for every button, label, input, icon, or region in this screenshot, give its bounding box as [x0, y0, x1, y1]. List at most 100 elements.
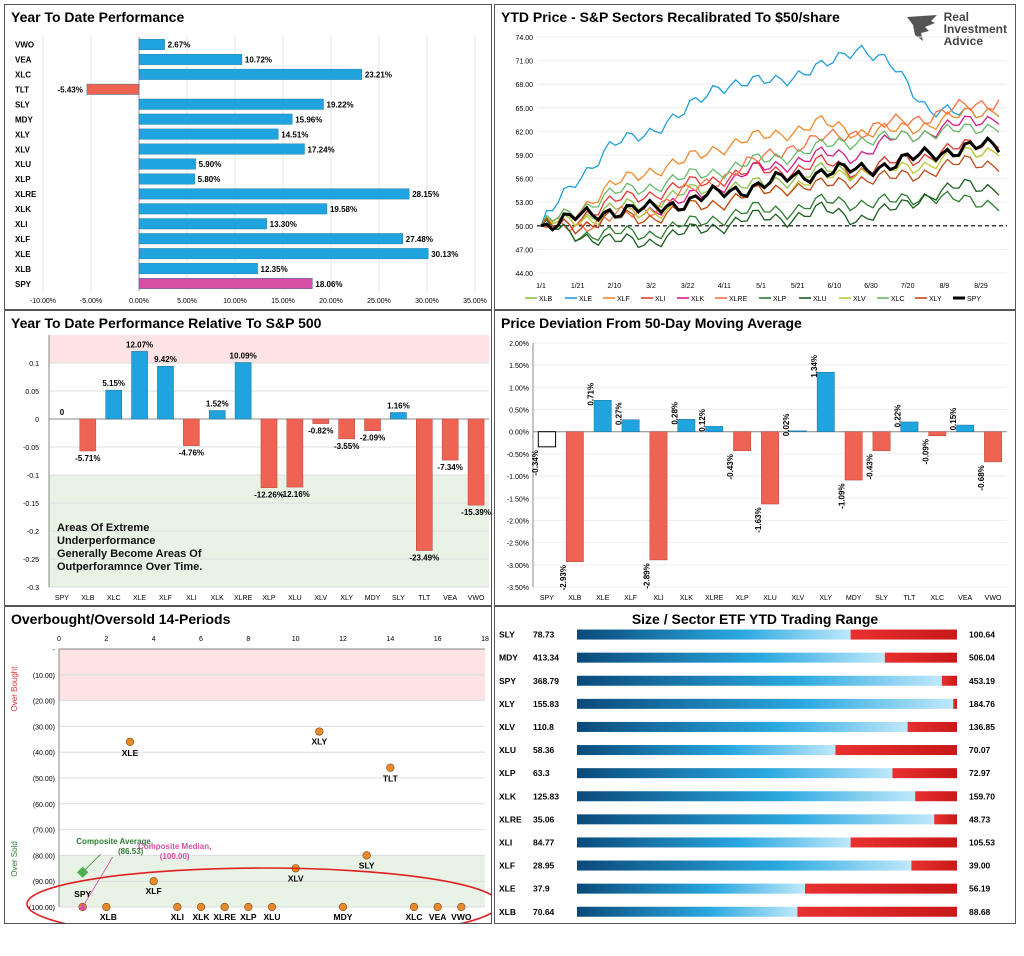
range-row-high: 506.04 — [969, 653, 995, 663]
y-tick-label: (30.00) — [33, 724, 55, 731]
category-label: XLK — [15, 205, 31, 214]
range-bar-red — [884, 652, 957, 663]
value-label: -2.09% — [360, 434, 385, 443]
ytd-performance-chart: -10.00% -5.00% 0.00% 5.00% 10.00% 15.00% 20.00… — [15, 37, 487, 305]
value-label: -1.09% — [838, 483, 847, 508]
overbought-label: Over Bought — [10, 666, 19, 712]
category-label: SLY — [392, 595, 405, 602]
value-label: 0.28% — [670, 402, 679, 425]
bar-xlre — [138, 188, 410, 200]
category-label: XLF — [15, 235, 30, 244]
value-label: -5.71% — [75, 454, 100, 463]
x-tick-label: 8 — [246, 636, 250, 643]
category-label: XLV — [314, 595, 327, 602]
y-tick-label: (100.00) — [29, 905, 55, 912]
range-bar-blue — [577, 698, 954, 709]
bar-vea — [138, 53, 243, 65]
y-tick-label: -0.15 — [23, 501, 39, 508]
category-label: XLE — [133, 595, 147, 602]
legend-label: XLK — [691, 296, 705, 303]
x-tick-label: 10 — [292, 636, 300, 643]
x-tick-label: 2 — [104, 636, 108, 643]
value-label: 15.96% — [295, 115, 322, 124]
value-label: -1.63% — [754, 507, 763, 532]
value-label: -0.09% — [921, 439, 930, 464]
bar-xlp — [733, 431, 752, 452]
y-tick-label: 65.00 — [515, 106, 533, 113]
category-label: XLB — [15, 265, 31, 274]
bar-xlc — [105, 389, 122, 420]
value-label: -2.93% — [559, 565, 568, 590]
category-label: MDY — [15, 115, 33, 124]
value-label: -3.55% — [334, 442, 359, 451]
bar-xlv — [138, 143, 305, 155]
category-label: XLC — [15, 71, 31, 80]
median-leader — [82, 856, 114, 908]
category-label: XLI — [186, 595, 197, 602]
legend-label: XLRE — [729, 296, 748, 303]
category-label: XLI — [653, 595, 664, 602]
point-xlc — [409, 902, 419, 912]
value-label: -0.34% — [531, 450, 540, 475]
value-label: -0.68% — [977, 465, 986, 490]
series-line-xli — [540, 139, 1000, 227]
range-bar-blue — [577, 906, 798, 917]
bar-xli — [183, 418, 200, 446]
x-tick-label: 4/11 — [718, 283, 731, 290]
category-label: XLY — [340, 595, 353, 602]
y-tick-label: -0.2 — [27, 529, 39, 536]
bar-mdy — [138, 113, 293, 125]
x-tick-label: 5/21 — [791, 283, 805, 290]
point-label: XLE — [122, 748, 139, 758]
range-row-name: XLE — [499, 884, 516, 894]
value-label: 28.15% — [412, 190, 439, 199]
y-tick-label: 59.00 — [515, 153, 533, 160]
y-tick-label: 0.05 — [25, 389, 39, 396]
point-xlre — [220, 902, 229, 912]
point-vea — [433, 902, 442, 912]
x-tick-label: 10.00% — [223, 298, 247, 305]
point-label: XLRE — [213, 912, 236, 922]
x-tick-label: 3/22 — [681, 283, 695, 290]
series-line-xlb — [540, 146, 1000, 227]
logo-line2: Investment — [943, 22, 1007, 36]
point-sly — [362, 851, 371, 860]
category-label: XLP — [15, 175, 31, 184]
bar-xlb — [79, 418, 97, 452]
value-label: 0.27% — [615, 402, 624, 425]
range-bar-red — [915, 791, 957, 802]
y-tick-label: (70.00) — [33, 828, 55, 835]
range-row-low: 125.83 — [533, 791, 559, 801]
category-label: XLK — [680, 595, 694, 602]
category-label: XLRE — [705, 595, 724, 602]
point-label: SPY — [74, 889, 91, 899]
x-tick-label: -5.00% — [80, 298, 102, 305]
point-vwo — [457, 902, 466, 912]
bar-xlre — [234, 362, 252, 420]
relative-performance-panel: Year To Date Performance Relative To S&P… — [4, 310, 492, 606]
bar-xlv — [788, 430, 807, 432]
category-label: VWO — [15, 41, 34, 50]
range-row-name: XLV — [499, 722, 515, 732]
bar-sly — [138, 98, 324, 110]
bar-tlt — [900, 421, 919, 432]
x-tick-label: 35.00% — [463, 298, 487, 305]
composite-average-label: Composite Average, — [76, 837, 153, 846]
bar-xle — [593, 399, 612, 432]
y-tick-label: 0.00% — [509, 430, 529, 437]
range-bar-blue — [577, 883, 805, 894]
bar-xlf — [138, 233, 404, 245]
y-tick-label: -0.25 — [23, 557, 39, 564]
value-label: 13.30% — [270, 220, 297, 229]
category-label: XLE — [15, 250, 31, 259]
range-row-name: MDY — [499, 653, 518, 663]
value-label: 5.90% — [199, 160, 222, 169]
value-label: 19.58% — [330, 205, 357, 214]
point-label: MDY — [334, 912, 353, 922]
category-label: XLU — [763, 595, 777, 602]
y-tick-label: 50.00 — [515, 224, 533, 231]
point-xly — [315, 727, 324, 736]
bar-xlb — [138, 263, 258, 275]
value-label: -0.43% — [726, 454, 735, 479]
value-label: 10.72% — [245, 56, 272, 65]
